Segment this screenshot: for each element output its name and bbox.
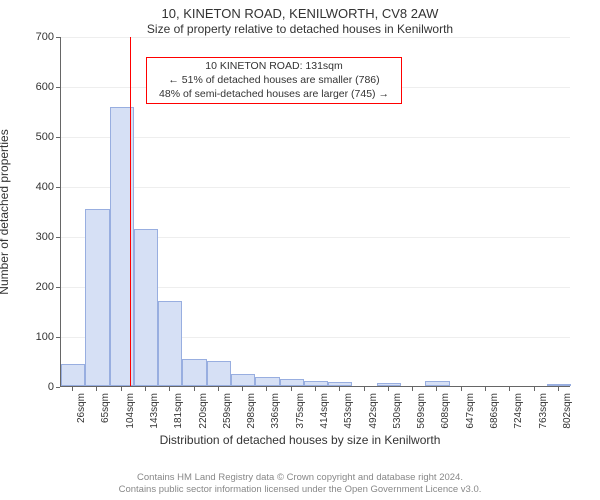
chart-container: Number of detached properties 0 100 200 300… — [0, 37, 600, 431]
y-tick-mark — [56, 387, 60, 388]
footer-line-1: Contains HM Land Registry data © Crown c… — [0, 472, 600, 484]
x-tick-mark — [169, 387, 170, 391]
reference-line — [130, 37, 131, 386]
x-tick-label: 569sqm — [416, 393, 427, 429]
histogram-bar — [85, 209, 109, 387]
x-tick-label: 608sqm — [440, 393, 451, 429]
x-tick-mark — [461, 387, 462, 391]
y-tick-label: 600 — [0, 81, 54, 93]
chart-subtitle: Size of property relative to detached ho… — [0, 22, 600, 37]
histogram-bar — [134, 229, 158, 387]
x-tick-mark — [315, 387, 316, 391]
y-tick-label: 300 — [0, 231, 54, 243]
footer-attribution: Contains HM Land Registry data © Crown c… — [0, 472, 600, 496]
x-tick-label: 336sqm — [270, 393, 281, 429]
x-tick-label: 65sqm — [100, 393, 111, 423]
histogram-bar — [304, 381, 328, 386]
x-tick-label: 375sqm — [295, 393, 306, 429]
y-tick-label: 400 — [0, 181, 54, 193]
y-tick-label: 200 — [0, 281, 54, 293]
y-tick-label: 100 — [0, 331, 54, 343]
x-tick-label: 686sqm — [489, 393, 500, 429]
x-tick-label: 763sqm — [538, 393, 549, 429]
histogram-bar — [158, 301, 182, 386]
histogram-bar — [61, 364, 85, 387]
x-tick-label: 453sqm — [343, 393, 354, 429]
x-tick-mark — [485, 387, 486, 391]
x-tick-mark — [121, 387, 122, 391]
x-tick-label: 259sqm — [222, 393, 233, 429]
y-tick-label: 700 — [0, 31, 54, 43]
x-tick-label: 181sqm — [173, 393, 184, 429]
x-tick-label: 220sqm — [198, 393, 209, 429]
x-tick-mark — [72, 387, 73, 391]
x-tick-label: 26sqm — [76, 393, 87, 423]
histogram-bar — [377, 383, 401, 386]
histogram-bar — [425, 381, 449, 386]
x-tick-mark — [388, 387, 389, 391]
y-tick-label: 0 — [0, 381, 54, 393]
gridline — [61, 187, 570, 188]
x-axis-title: Distribution of detached houses by size … — [0, 431, 600, 447]
histogram-bar — [207, 361, 231, 386]
x-tick-label: 298sqm — [246, 393, 257, 429]
x-tick-mark — [412, 387, 413, 391]
x-tick-mark — [339, 387, 340, 391]
histogram-bar — [280, 379, 304, 386]
x-tick-mark — [436, 387, 437, 391]
x-tick-mark — [242, 387, 243, 391]
x-tick-label: 724sqm — [513, 393, 524, 429]
histogram-bar — [231, 374, 255, 387]
x-tick-mark — [145, 387, 146, 391]
annotation-callout: 10 KINETON ROAD: 131sqm← 51% of detached… — [146, 57, 402, 104]
x-tick-label: 802sqm — [562, 393, 573, 429]
x-tick-mark — [194, 387, 195, 391]
histogram-bar — [255, 377, 279, 386]
x-tick-mark — [291, 387, 292, 391]
y-tick-label: 500 — [0, 131, 54, 143]
histogram-bar — [328, 382, 352, 386]
footer-line-2: Contains public sector information licen… — [0, 484, 600, 496]
x-tick-label: 104sqm — [125, 393, 136, 429]
x-tick-label: 530sqm — [392, 393, 403, 429]
x-tick-label: 414sqm — [319, 393, 330, 429]
x-tick-mark — [558, 387, 559, 391]
gridline — [61, 137, 570, 138]
annotation-line: 48% of semi-detached houses are larger (… — [153, 88, 395, 102]
annotation-line: ← 51% of detached houses are smaller (78… — [153, 74, 395, 88]
histogram-bar — [182, 359, 206, 387]
x-tick-label: 492sqm — [368, 393, 379, 429]
x-tick-mark — [266, 387, 267, 391]
chart-header: 10, KINETON ROAD, KENILWORTH, CV8 2AW Si… — [0, 0, 600, 37]
x-tick-mark — [364, 387, 365, 391]
x-tick-label: 647sqm — [465, 393, 476, 429]
x-tick-label: 143sqm — [149, 393, 160, 429]
x-tick-mark — [534, 387, 535, 391]
x-tick-mark — [218, 387, 219, 391]
gridline — [61, 37, 570, 38]
histogram-bar — [547, 384, 571, 386]
y-axis-title: Number of detached properties — [0, 130, 11, 295]
plot-area: 10 KINETON ROAD: 131sqm← 51% of detached… — [60, 37, 570, 387]
x-tick-mark — [509, 387, 510, 391]
annotation-line: 10 KINETON ROAD: 131sqm — [153, 60, 395, 74]
x-tick-mark — [96, 387, 97, 391]
address-line: 10, KINETON ROAD, KENILWORTH, CV8 2AW — [0, 6, 600, 22]
